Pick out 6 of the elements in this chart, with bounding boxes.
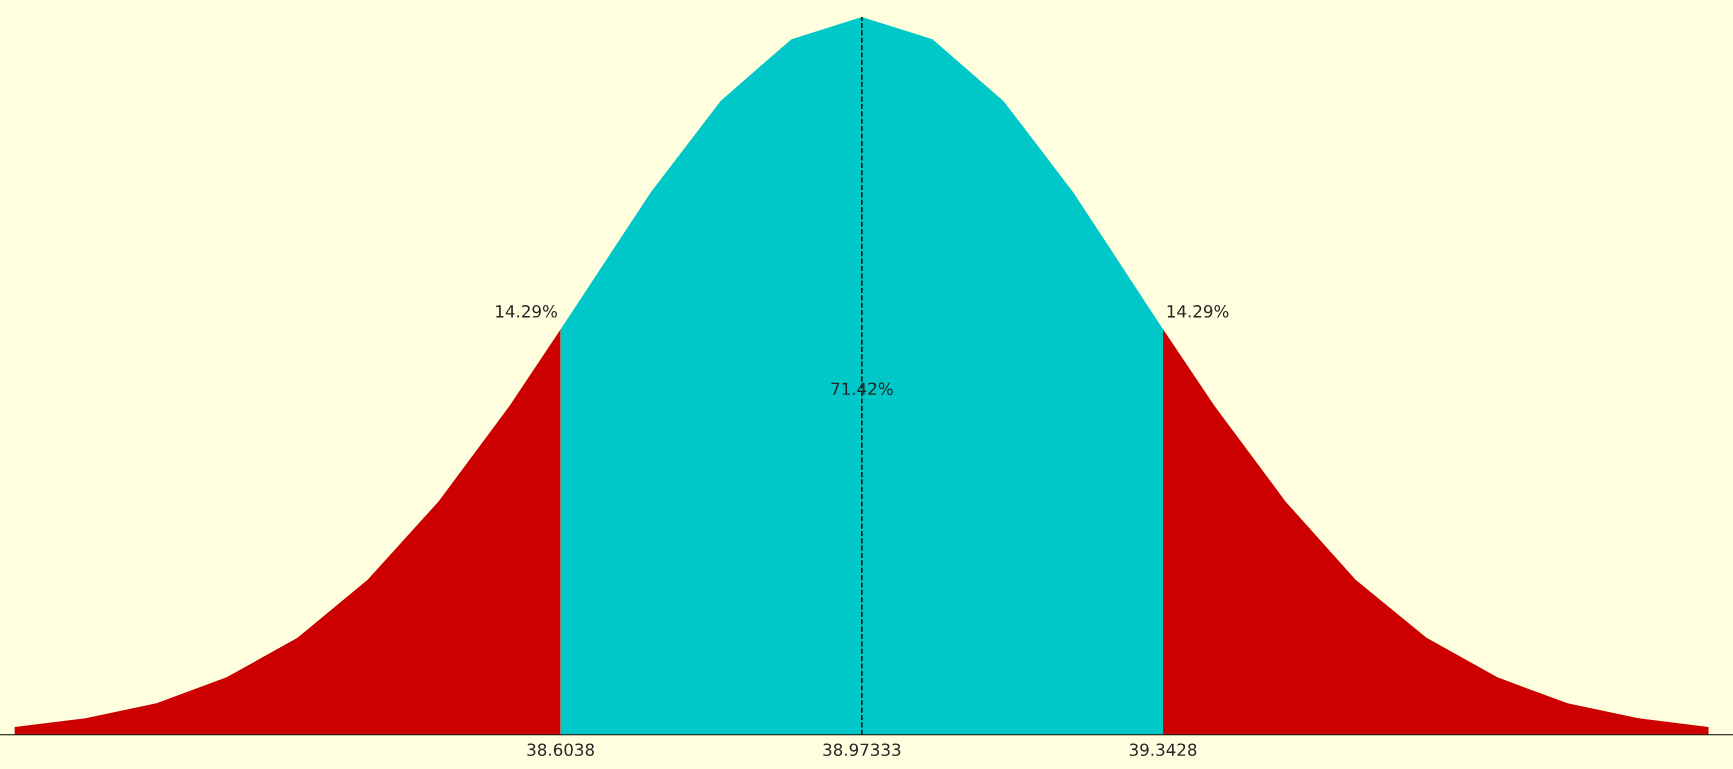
x-tick-label: 38.97333 bbox=[823, 743, 901, 757]
x-tick-label: 38.6038 bbox=[527, 743, 594, 757]
annotation: 14.29% bbox=[496, 305, 557, 318]
annotation: 71.42% bbox=[831, 382, 893, 396]
annotation: 14.29% bbox=[1167, 305, 1229, 318]
x-tick-label: 39.3428 bbox=[1129, 743, 1197, 757]
